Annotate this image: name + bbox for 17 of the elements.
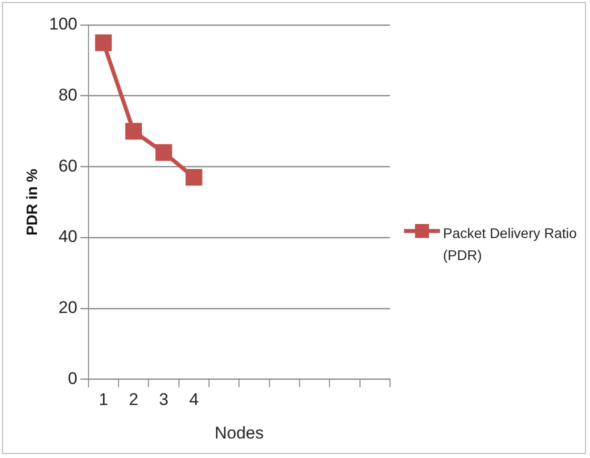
point	[125, 122, 142, 140]
y-tick-label: 0	[68, 368, 78, 388]
y-tick-label: 40	[58, 227, 78, 246]
x-tick-label: 3	[159, 390, 169, 410]
y-tick-label: 80	[58, 86, 78, 105]
y-tick-label: 100	[48, 14, 78, 34]
x-axis-title: Nodes	[214, 423, 264, 442]
y-axis-title: PDR in %	[24, 168, 42, 236]
y-tick-label: 20	[58, 298, 78, 318]
legend-label: Packet Delivery Ratio (PDR)	[443, 224, 578, 266]
x-tick-label: 4	[189, 390, 199, 410]
point	[95, 34, 112, 52]
y-tick-label: 60	[58, 156, 78, 176]
point	[186, 168, 202, 186]
x-tick-label: 1	[98, 390, 108, 410]
point	[155, 144, 172, 161]
x-tick-label: 2	[128, 390, 138, 410]
